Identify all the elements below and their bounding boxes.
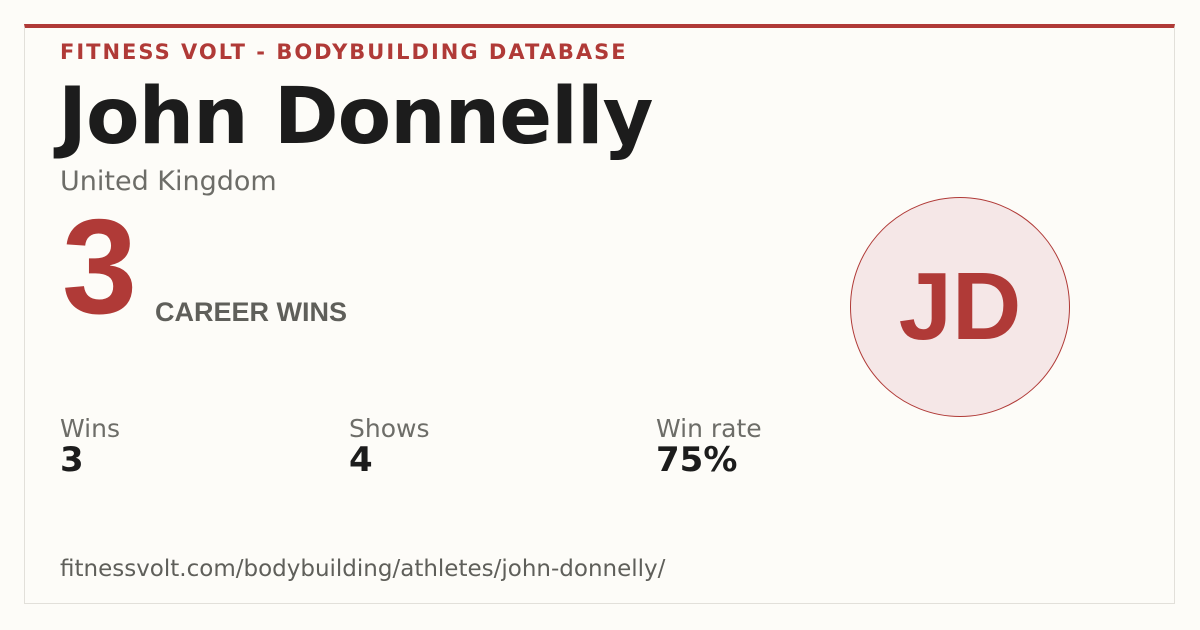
- stat-label: Wins: [60, 414, 120, 443]
- site-title: FITNESS VOLT - BODYBUILDING DATABASE: [60, 40, 628, 64]
- wins-label: CAREER WINS: [155, 297, 348, 327]
- stat-label: Win rate: [656, 414, 762, 443]
- stat-value: 3: [60, 440, 84, 480]
- wins-number: 3: [62, 191, 138, 342]
- url: fitnessvolt.com/bodybuilding/athletes/jo…: [60, 556, 666, 582]
- stat: Wins 3: [60, 414, 120, 477]
- stat-value: 4: [349, 440, 373, 480]
- stat: Shows 4: [349, 414, 429, 477]
- card: [24, 24, 1175, 604]
- avatar: JD: [850, 197, 1070, 417]
- stat-label: Shows: [349, 414, 430, 443]
- stat-value: 75%: [656, 440, 738, 480]
- stat: Win rate 75%: [656, 414, 762, 477]
- athlete-name: John Donnelly: [58, 72, 653, 162]
- country: United Kingdom: [60, 166, 277, 197]
